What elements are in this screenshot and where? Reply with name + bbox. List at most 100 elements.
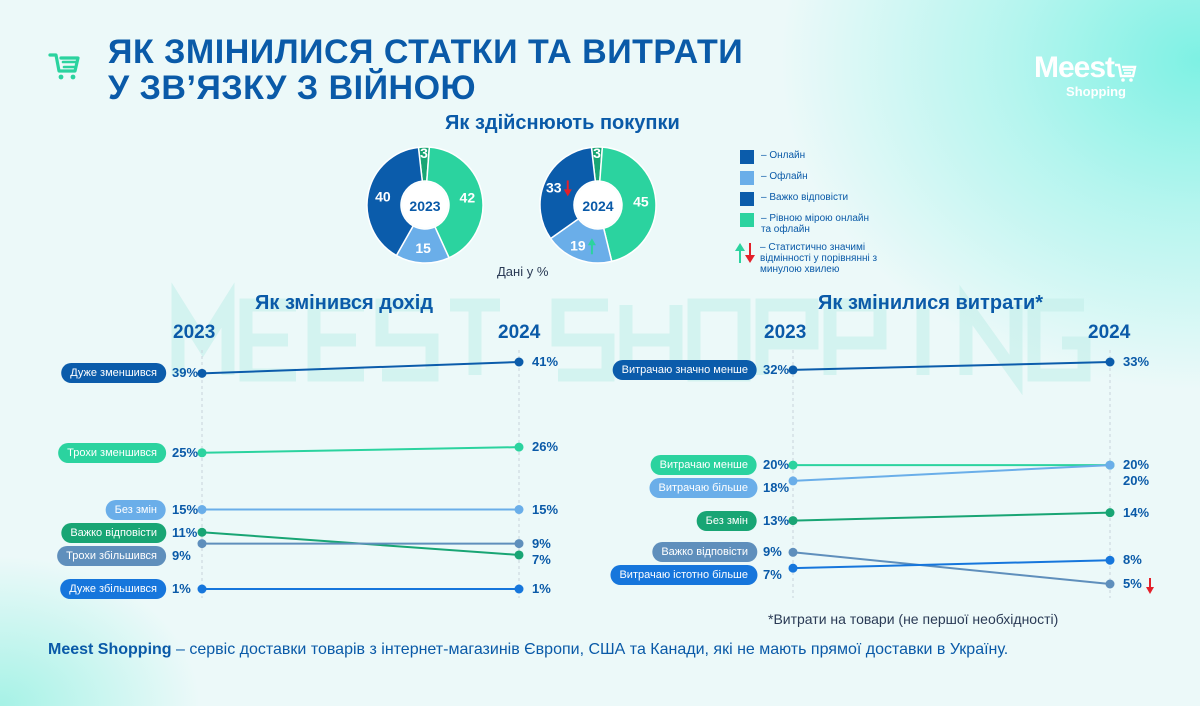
donut-hole — [575, 182, 621, 228]
series-line — [792, 551, 1111, 585]
footer-description: – сервіс доставки товарів з інтернет-маг… — [171, 641, 1009, 658]
logo-main: Meest — [1034, 51, 1115, 84]
logo-sub: Shopping — [1066, 84, 1126, 99]
data-point-2024 — [514, 505, 524, 515]
series-label-pill: Важко відповісти — [61, 522, 166, 543]
title-line-2: У ЗВ’ЯЗКУ З ВІЙНОЮ — [108, 69, 477, 107]
legend-swatch — [740, 150, 754, 164]
donut-slice — [366, 146, 424, 257]
footer-brand: Meest Shopping — [48, 641, 172, 658]
series-label-pill: Без змін — [696, 510, 757, 531]
series-line — [792, 559, 1111, 570]
value-label-2024: 15% — [532, 501, 559, 517]
spending-footnote: *Витрати на товари (не першої необхіднос… — [768, 611, 1059, 627]
data-point-2024 — [514, 442, 524, 452]
watermark-letter — [239, 298, 296, 382]
data-point-2024 — [1105, 555, 1115, 565]
watermark-letter — [171, 282, 235, 375]
value-label-2024: 5% — [1123, 576, 1142, 591]
watermark-letter — [551, 298, 615, 382]
change-arrow-icon — [563, 180, 572, 197]
donut-value-label: 3 — [420, 145, 428, 161]
value-label-2023: 32% — [763, 361, 790, 377]
income-title: Як змінився дохід — [255, 292, 434, 314]
watermark-letter — [375, 298, 439, 382]
legend-label: – Онлайн — [761, 150, 806, 161]
donut-year-label: 2023 — [409, 198, 440, 214]
value-label-2023: 15% — [172, 501, 199, 517]
series-label-pill: Витрачаю значно менше — [612, 359, 757, 380]
income-year-2023: 2023 — [173, 322, 216, 343]
legend-label: – Статистично значимі відмінності у порі… — [760, 242, 878, 275]
legend-swatch — [740, 192, 754, 206]
value-label-2024: 26% — [532, 439, 559, 455]
watermark-letter — [1027, 298, 1091, 382]
meest-shopping-logo: Meest Shopping — [1034, 52, 1138, 99]
data-point-2023 — [788, 365, 798, 375]
value-label-2023: 18% — [763, 480, 790, 496]
donut-title: Як здійснюють покупки — [445, 112, 680, 134]
legend-item: – Статистично значимі відмінності у порі… — [735, 242, 881, 275]
cart-icon — [48, 53, 80, 80]
change-arrow-icon — [1146, 578, 1154, 594]
data-point-2024 — [1105, 508, 1115, 518]
donut-value-label: 19 — [570, 237, 586, 253]
legend-swatch — [740, 171, 754, 185]
donut-year-label: 2024 — [582, 198, 613, 214]
value-label-2024: 41% — [532, 354, 559, 369]
series-label-pill: Дуже збільшився — [60, 579, 166, 599]
watermark-letter — [823, 298, 887, 375]
series-label-pill: Витрачаю менше — [650, 455, 757, 476]
donut-value-label: 45 — [633, 193, 649, 209]
data-point-2024 — [514, 584, 524, 594]
spending-year-2024: 2024 — [1088, 322, 1131, 343]
data-point-2023 — [788, 516, 798, 526]
data-point-2023 — [197, 584, 207, 594]
data-point-2023 — [197, 539, 207, 549]
watermark-letter — [959, 284, 1023, 396]
value-label-2023: 7% — [763, 567, 782, 583]
legend-label: – Офлайн — [761, 171, 808, 182]
data-point-2024 — [1105, 460, 1115, 470]
donut-value-label: 40 — [375, 188, 391, 204]
value-label-2024: 7% — [532, 551, 551, 567]
legend-label: – Рівною мірою онлайн та офлайн — [761, 213, 869, 235]
legend-item: – Важко відповісти — [740, 192, 881, 206]
legend-label: – Важко відповісти — [761, 192, 849, 203]
value-label-2023: 39% — [172, 365, 199, 381]
watermark-letter — [755, 298, 819, 375]
arrow-head — [1146, 587, 1154, 594]
value-label-2024: 20% — [1123, 473, 1150, 489]
donut-legend: – Онлайн – Офлайн – Важко відповісти – Рівн… — [735, 150, 881, 282]
series-line — [792, 361, 1111, 371]
donut-charts: 3 42 15 40 2023 3 45 19 33 2024 — [366, 145, 657, 264]
series-label-pill: Без змін — [105, 499, 166, 520]
legend-item: – Рівною мірою онлайн та офлайн — [740, 213, 881, 235]
value-label-2023: 1% — [172, 581, 191, 596]
series-label-pill: Трохи збільшився — [57, 545, 166, 566]
donut-subtitle: Дані у % — [497, 264, 549, 279]
watermark-letter — [307, 298, 364, 382]
series-line — [792, 511, 1111, 522]
value-label-2024: 1% — [532, 581, 551, 596]
data-point-2024 — [514, 539, 524, 549]
series-label-pill: Витрачаю істотно більше — [610, 565, 757, 586]
data-point-2023 — [788, 460, 798, 470]
value-label-2024: 33% — [1123, 354, 1150, 369]
donut-slice — [426, 146, 484, 259]
data-point-2023 — [788, 547, 798, 557]
significance-arrows-icon — [735, 243, 755, 263]
value-label-2023: 20% — [763, 457, 790, 473]
series-label-pill: Витрачаю більше — [649, 478, 757, 499]
donut-value-label: 42 — [460, 189, 476, 205]
value-label-2024: 8% — [1123, 552, 1142, 568]
data-point-2023 — [788, 563, 798, 573]
footer-text: Meest Shopping – сервіс доставки товарів… — [48, 641, 1008, 659]
data-point-2023 — [197, 368, 207, 378]
value-label-2023: 9% — [763, 544, 782, 560]
value-label-2023: 13% — [763, 512, 790, 528]
series-label-pill: Важко відповісти — [652, 542, 757, 563]
data-point-2024 — [1105, 357, 1115, 367]
donut-value-label: 33 — [546, 179, 562, 195]
